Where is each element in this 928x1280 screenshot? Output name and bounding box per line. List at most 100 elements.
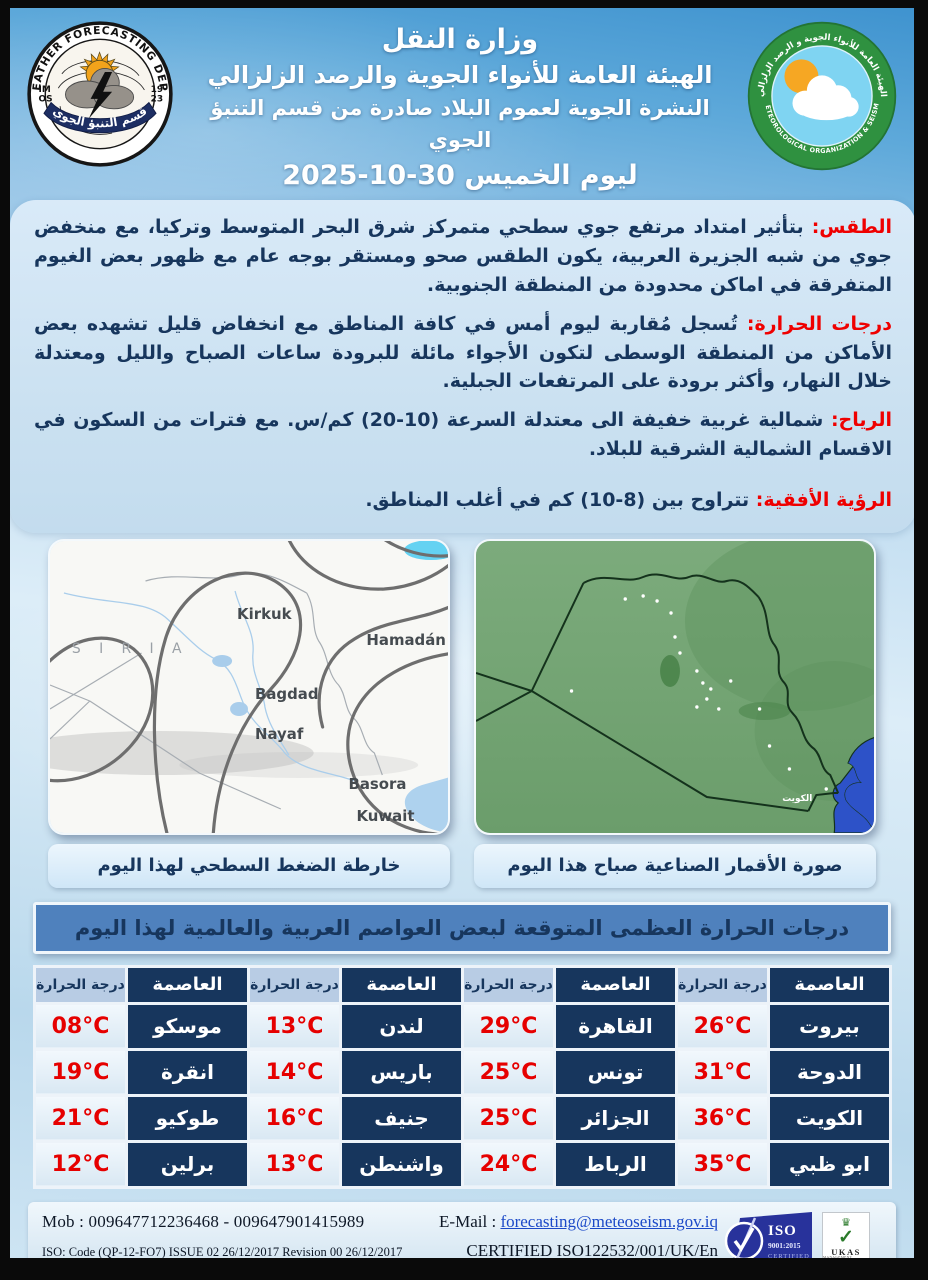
capital-cell: الكويت <box>767 1093 892 1143</box>
temperature-cell: 24°C <box>461 1139 556 1189</box>
capital-cell: انقرة <box>125 1047 250 1097</box>
capital-cell: طوكيو <box>125 1093 250 1143</box>
surface-pressure-map: S I R I A Kirkuk Hamadán Bagdad Nayaf Ba… <box>48 538 450 835</box>
temperature-cell: 35°C <box>675 1139 770 1189</box>
visibility-text: تتراوح بين (8-10) كم في أغلب المناطق. <box>365 489 756 511</box>
ministry-title: وزارة النقل <box>381 24 539 55</box>
capital-cell: واشنطن <box>339 1139 464 1189</box>
ukas-badge: ♛ ✓ UKAS MANAGEMENT SYSTEMS <box>822 1211 870 1258</box>
forecast-text-panel: الطقس: بتأثير امتداد مرتفع جوي سطحي متمر… <box>10 200 914 533</box>
iso-badge-caption: CERTIFIED <box>768 1253 810 1258</box>
temperature-cell: 25°C <box>461 1047 556 1097</box>
bulletin-date: ليوم الخميس 30-10-2025 <box>282 160 638 191</box>
temperature-cell: 25°C <box>461 1093 556 1143</box>
temperature-cell: 31°C <box>675 1047 770 1097</box>
bulletin-page: WEATHER FORECASTING DEPT. IM OS 19 23 <box>10 8 914 1258</box>
email-row: E-Mail : forecasting@meteoseism.gov.iq <box>439 1212 718 1232</box>
iso-badge-icon: ISO 9001:2015 CERTIFIED <box>724 1211 812 1258</box>
temperature-cell: 13°C <box>247 1001 342 1051</box>
capital-header: العاصمة <box>125 964 250 1005</box>
iso-code-line: ISO: Code (QP-12-FO7) ISSUE 02 26/12/201… <box>42 1244 403 1258</box>
table-row: ابو ظبي 35°C الرباط 24°C واشنطن 13°C برل… <box>33 1139 892 1189</box>
capital-cell: برلين <box>125 1139 250 1189</box>
capital-cell: موسكو <box>125 1001 250 1051</box>
temperature-cell: 13°C <box>247 1139 342 1189</box>
capital-cell: باريس <box>339 1047 464 1097</box>
map-label-kuwait: Kuwait <box>356 807 414 825</box>
ukas-name: UKAS <box>831 1246 861 1257</box>
table-row: الدوحة 31°C تونس 25°C باريس 14°C انقرة 1… <box>33 1047 892 1097</box>
map-label-siria: S I R I A <box>72 641 189 657</box>
weather-forecasting-dept-logo-icon: WEATHER FORECASTING DEPT. IM OS 19 23 <box>20 10 173 167</box>
email-link[interactable]: forecasting@meteoseism.gov.iq <box>500 1211 718 1231</box>
header-titles: وزارة النقل الهيئة العامة للأنواء الجوية… <box>180 22 740 196</box>
table-row: الكويت 36°C الجزائر 25°C جنيف 16°C طوكيو… <box>33 1093 892 1143</box>
temperature-cell: 26°C <box>675 1001 770 1051</box>
capital-cell: الرباط <box>553 1139 678 1189</box>
bulletin-subtitle: النشرة الجوية لعموم البلاد صادرة من قسم … <box>210 96 710 152</box>
left-logo-os: OS <box>39 95 53 105</box>
temps-table: العاصمة درجة الحرارة العاصمة درجة الحرار… <box>33 964 892 1189</box>
iraq-meteorological-org-logo: الهيئة العامة للأنواء الجوية و الرصد الز… <box>742 14 898 176</box>
temperature-cell: 36°C <box>675 1093 770 1143</box>
iso-badge-title: ISO <box>768 1223 797 1239</box>
satellite-map-column: الكويت صورة الأقمار الصناعية صباح هذا ال… <box>474 538 876 888</box>
check-icon: ✓ <box>838 1226 854 1248</box>
visibility-paragraph: الرؤية الأفقية: تتراوح بين (8-10) كم في … <box>34 486 892 515</box>
temperature-cell: 12°C <box>33 1139 128 1189</box>
temp-header: درجة الحرارة <box>247 964 342 1005</box>
iso-badge-subtitle: 9001:2015 <box>768 1241 801 1250</box>
temperature-label: درجات الحرارة: <box>746 312 892 335</box>
map-label-bagdad: Bagdad <box>255 685 319 703</box>
map-label-kirkuk: Kirkuk <box>237 605 293 623</box>
capital-cell: الجزائر <box>553 1093 678 1143</box>
pressure-map-column: S I R I A Kirkuk Hamadán Bagdad Nayaf Ba… <box>48 538 450 888</box>
satellite-kuwait-label: الكويت <box>782 794 812 804</box>
mobile-numbers: Mob : 009647712236468 - 009647901415989 <box>42 1211 365 1231</box>
temp-header: درجة الحرارة <box>33 964 128 1005</box>
cloud-icon <box>792 75 859 121</box>
maps-row: S I R I A Kirkuk Hamadán Bagdad Nayaf Ba… <box>10 538 914 888</box>
visibility-label: الرؤية الأفقية: <box>755 489 892 511</box>
wind-text: شمالية غربية خفيفة الى معتدلة السرعة (10… <box>34 409 892 461</box>
table-header-row: العاصمة درجة الحرارة العاصمة درجة الحرار… <box>33 964 892 1005</box>
capital-cell: تونس <box>553 1047 678 1097</box>
capital-cell: الدوحة <box>767 1047 892 1097</box>
temperature-cell: 16°C <box>247 1093 342 1143</box>
ukas-caption: MANAGEMENT SYSTEMS <box>823 1255 853 1258</box>
temperature-text: تُسجل مُقاربة ليوم أمس في كافة المناطق م… <box>34 312 892 393</box>
email-label: E-Mail : <box>439 1211 501 1231</box>
temperature-cell: 14°C <box>247 1047 342 1097</box>
wind-label: الرياح: <box>830 409 892 432</box>
left-logo-im: IM <box>39 85 51 95</box>
weather-label: الطقس: <box>811 216 892 238</box>
iso-9001-badge: ISO 9001:2015 CERTIFIED <box>724 1211 812 1258</box>
pressure-map-caption: خارطة الضغط السطحي لهذا اليوم <box>48 843 450 888</box>
temp-header: درجة الحرارة <box>461 964 556 1005</box>
satellite-image-map: الكويت <box>474 538 876 835</box>
capital-header: العاصمة <box>339 964 464 1005</box>
city-dots <box>569 594 828 791</box>
temperature-cell: 19°C <box>33 1047 128 1097</box>
temps-table-wrap: العاصمة درجة الحرارة العاصمة درجة الحرار… <box>33 964 892 1189</box>
certified-text: CERTIFIED ISO122532/001/UK/En <box>466 1240 718 1258</box>
weather-forecasting-dept-logo: WEATHER FORECASTING DEPT. IM OS 19 23 <box>20 10 174 172</box>
temp-header: درجة الحرارة <box>675 964 770 1005</box>
capital-cell: بيروت <box>767 1001 892 1051</box>
capital-cell: القاهرة <box>553 1001 678 1051</box>
iraq-meteorological-org-logo-icon: الهيئة العامة للأنواء الجوية و الرصد الز… <box>742 14 897 171</box>
authority-title: الهيئة العامة للأنواء الجوية والرصد الزل… <box>207 61 713 89</box>
temperature-cell: 08°C <box>33 1001 128 1051</box>
header: WEATHER FORECASTING DEPT. IM OS 19 23 <box>10 8 914 196</box>
left-logo-23: 23 <box>151 95 163 105</box>
left-logo-19: 19 <box>151 85 163 95</box>
wind-paragraph: الرياح: شمالية غربية خفيفة الى معتدلة ال… <box>34 406 892 464</box>
map-label-nayaf: Nayaf <box>255 725 304 743</box>
weather-paragraph: الطقس: بتأثير امتداد مرتفع جوي سطحي متمر… <box>34 213 892 300</box>
capital-cell: ابو ظبي <box>767 1139 892 1189</box>
temps-banner: درجات الحرارة العظمى المتوقعة لبعض العوا… <box>33 901 891 954</box>
temperature-paragraph: درجات الحرارة: تُسجل مُقاربة ليوم أمس في… <box>34 310 892 397</box>
capital-cell: لندن <box>339 1001 464 1051</box>
weather-text: بتأثير امتداد مرتفع جوي سطحي متمركز شرق … <box>34 216 892 296</box>
temperature-cell: 21°C <box>33 1093 128 1143</box>
